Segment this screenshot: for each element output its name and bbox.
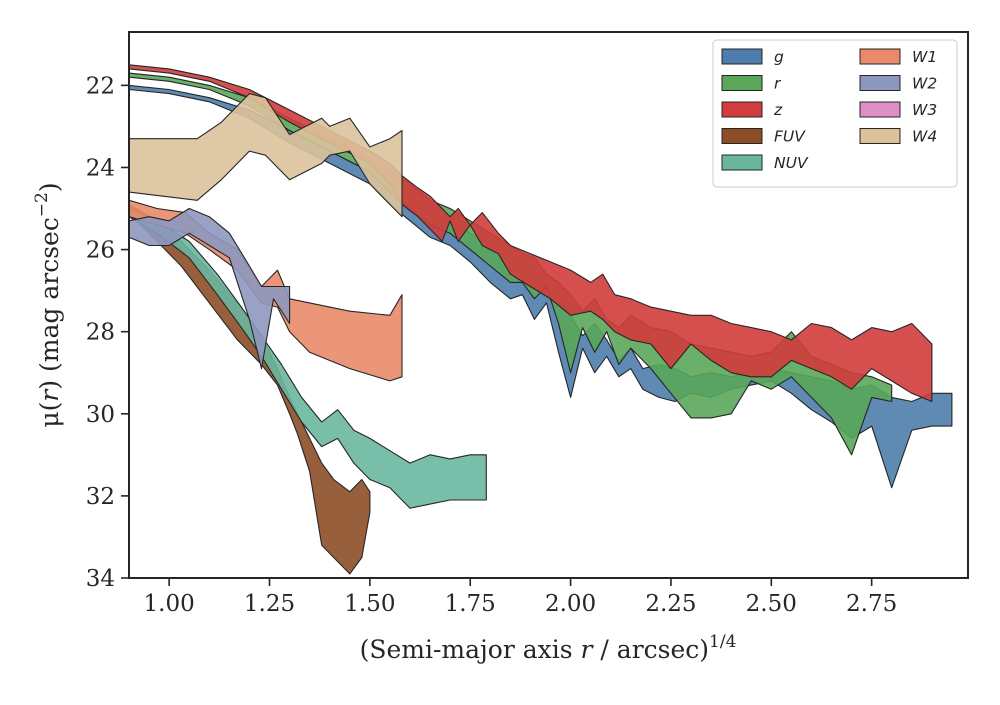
legend-label-fuv: FUV [774,128,806,146]
legend-swatch-nuv [721,154,763,171]
x-tick-label: 2.75 [846,591,897,617]
legend-label-z: z [773,101,783,119]
legend-swatch-w2 [859,75,901,91]
x-tick-label: 1.50 [344,591,395,617]
y-tick-label: 22 [86,73,115,99]
legend-swatch-fuv [721,128,763,144]
plot-frame [128,31,969,579]
y-tick-label: 26 [86,238,115,264]
legend-label-w3: W3 [912,101,937,119]
y-axis-label: μ(r) (mag arcsec−2) [32,182,64,427]
legend-swatch-z [721,101,763,118]
y-axis: 22 24 26 28 30 32 34 [86,73,129,592]
x-tick-label: 1.25 [244,591,295,617]
legend-label-g: g [774,48,784,66]
y-tick-label: 28 [86,320,115,346]
legend: grz FUV NUV W1 W2 W3 W4 [712,39,958,188]
legend-label-r: r [774,75,782,93]
series-band-w2 [129,207,291,370]
x-tick-label: 1.00 [144,591,195,617]
legend-swatch-g [721,48,763,65]
x-tick-label: 2.00 [545,591,596,617]
x-tick-label: 1.75 [445,591,496,617]
legend-swatch-w3 [859,101,901,118]
series-band-z [129,64,933,403]
legend-swatch-w1 [859,48,901,65]
legend-label-w4: W4 [912,128,937,146]
legend-label-nuv: NUV [774,154,809,172]
y-tick-label: 30 [86,402,115,428]
y-tick-label: 24 [86,155,115,181]
x-axis: 1.00 1.25 1.50 1.75 2.00 2.25 2.50 2.75 [144,578,897,617]
x-axis-label: (Semi-major axis r / arcsec)1/4 [360,632,737,664]
legend-swatch-r [721,75,763,91]
legend-label-w1: W1 [912,48,937,66]
series-layer [129,64,953,575]
legend-label-w2: W2 [912,75,937,93]
y-tick-label: 34 [86,566,115,592]
x-tick-label: 2.50 [746,591,797,617]
x-tick-label: 2.25 [645,591,696,617]
series-band-w4 [129,93,403,218]
y-tick-label: 32 [86,484,115,510]
legend-swatch-w4 [859,128,901,144]
